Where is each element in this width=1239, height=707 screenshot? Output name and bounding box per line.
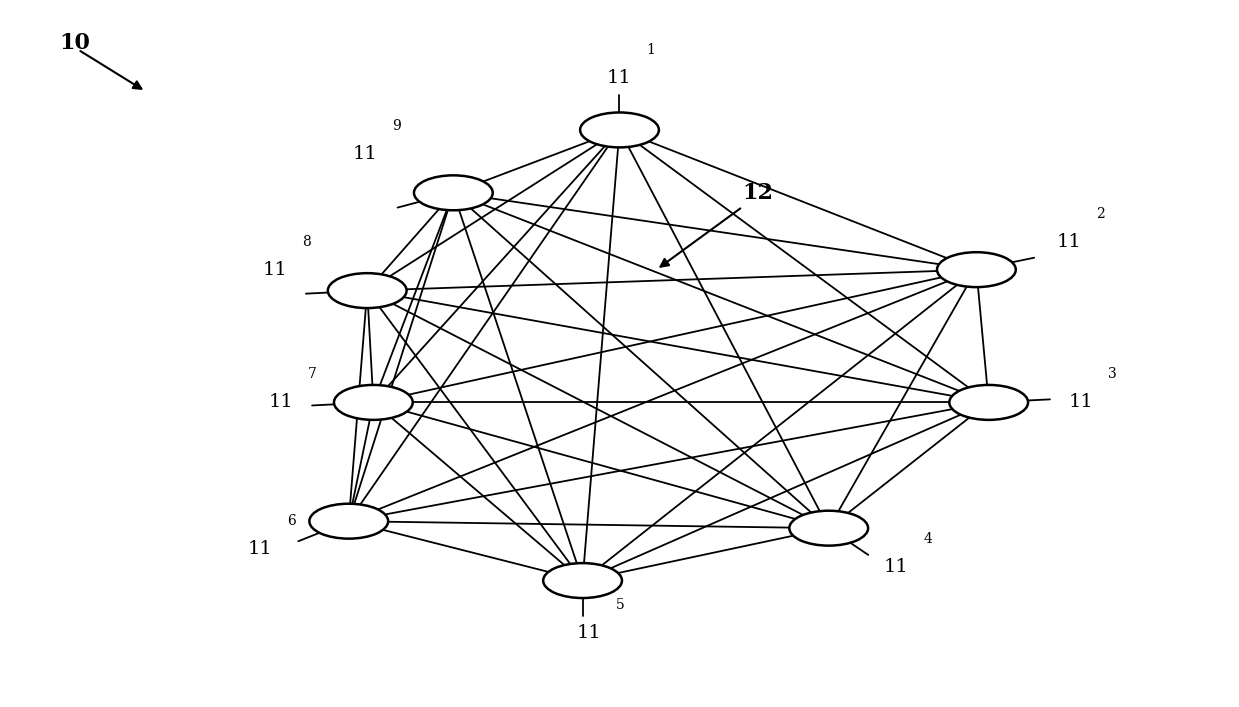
Text: 9: 9: [392, 119, 400, 134]
Ellipse shape: [328, 273, 406, 308]
Text: 4: 4: [923, 532, 933, 546]
Text: 11: 11: [1057, 233, 1082, 251]
Text: 11: 11: [1068, 393, 1093, 411]
Ellipse shape: [414, 175, 493, 210]
Text: 11: 11: [883, 558, 908, 575]
Text: 1: 1: [647, 42, 655, 57]
Text: 2: 2: [1095, 206, 1104, 221]
Text: 8: 8: [302, 235, 311, 249]
Text: 11: 11: [269, 393, 294, 411]
Text: 11: 11: [263, 261, 287, 279]
Ellipse shape: [335, 385, 413, 420]
Text: 11: 11: [607, 69, 632, 86]
Ellipse shape: [789, 510, 869, 546]
Text: 11: 11: [248, 540, 273, 558]
Ellipse shape: [580, 112, 659, 147]
Text: 3: 3: [1108, 368, 1116, 382]
Text: 5: 5: [616, 598, 624, 612]
Text: 11: 11: [352, 146, 377, 163]
Ellipse shape: [949, 385, 1028, 420]
Text: 12: 12: [742, 182, 773, 204]
Text: 6: 6: [287, 514, 296, 528]
Ellipse shape: [310, 503, 388, 539]
Text: 10: 10: [59, 32, 90, 54]
Ellipse shape: [543, 563, 622, 598]
Text: 7: 7: [309, 368, 317, 382]
Ellipse shape: [937, 252, 1016, 287]
Text: 11: 11: [576, 624, 601, 642]
